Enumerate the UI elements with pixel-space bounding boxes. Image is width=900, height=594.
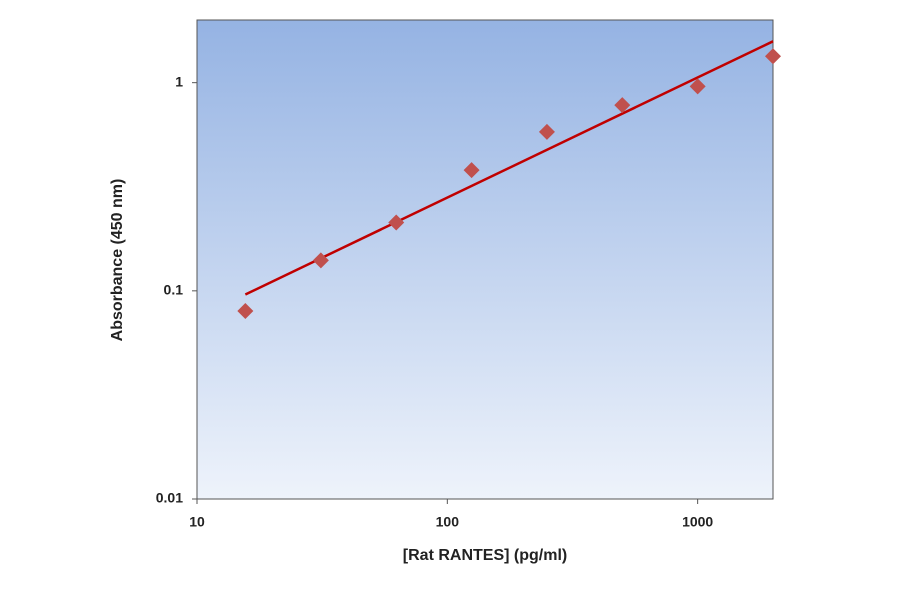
data-point [463,162,480,179]
data-point [614,97,631,114]
x-axis-title: [Rat RANTES] (pg/ml) [403,547,567,564]
y-axis-title: Absorbance (450 nm) [109,179,126,342]
data-point [689,78,706,95]
plot-area [196,19,774,500]
data-point [312,252,329,269]
x-tick-label: 1000 [682,514,713,530]
x-tick-label: 100 [436,514,460,530]
data-point [388,214,405,231]
y-tick-label: 0.1 [164,282,184,298]
y-tick-label: 1 [175,73,183,89]
x-tick-label: 10 [189,514,205,530]
data-point [765,48,781,65]
trendline [244,40,774,296]
data-point [538,123,555,140]
data-point [237,303,254,320]
y-tick-label: 0.01 [156,490,183,506]
